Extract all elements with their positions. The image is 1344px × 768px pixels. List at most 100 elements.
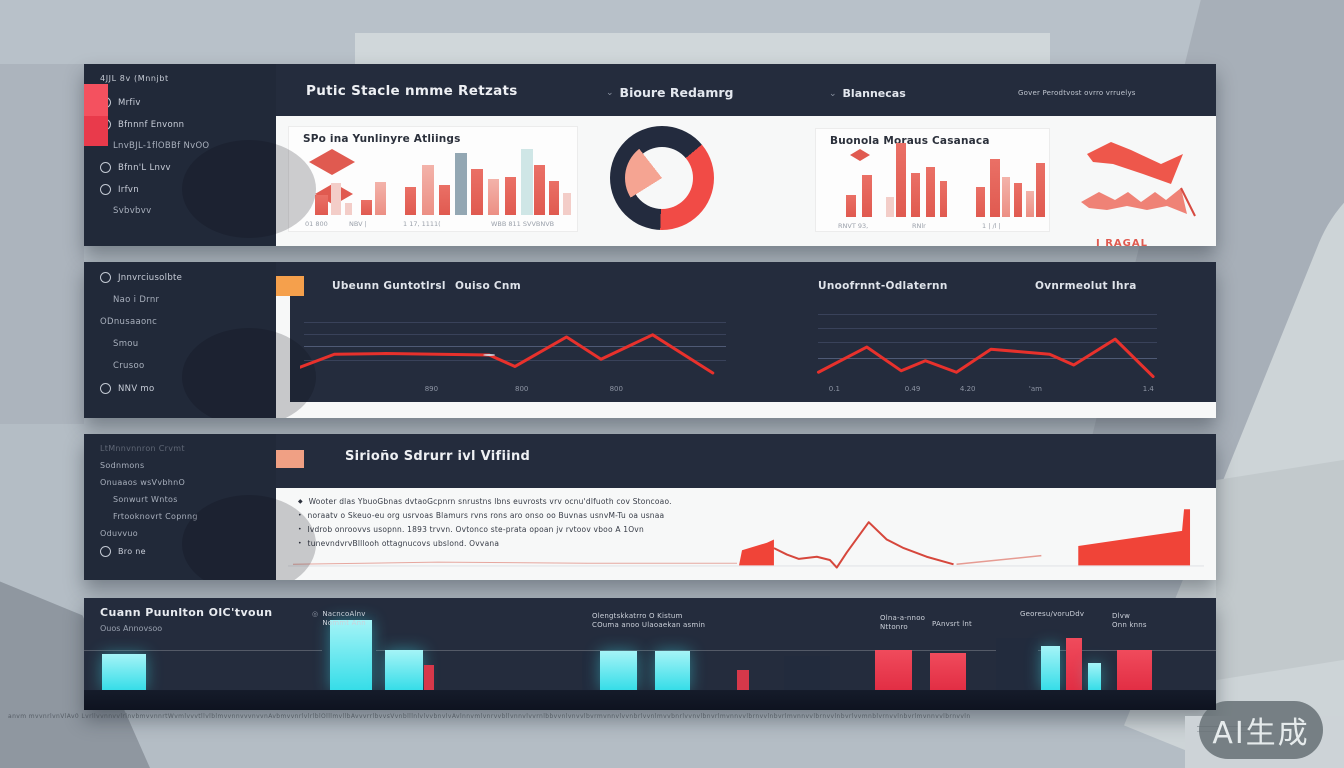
diamond-marker: [850, 149, 870, 161]
line-chart-right: 0.1 0.49 4.20 'am 1.4: [815, 300, 1160, 394]
bar-group-labels: ◎ NacncoAlnv Nommt Ann Olengtskkatrro O Ki…: [84, 598, 1216, 710]
panel-bottom-bars: Cuann Puunlton OlC'tvoun Ouos Annovsoo ◎…: [84, 598, 1216, 710]
trend-shapes-label: I RAGAL: [1096, 238, 1148, 246]
sidebar-item-label: LnvBJL-1flOBBf NvOO: [113, 141, 210, 151]
sidebar-item-label: Svbvbvv: [113, 206, 152, 216]
report-card: ◆ Wooter dlas YbuoGbnas dvtaoGcpnrn snrus…: [276, 488, 1216, 580]
bar-chart: [84, 598, 1216, 690]
tab-label: Blannecas: [842, 87, 906, 100]
sidebar-item[interactable]: Jnnvrciusolbte: [100, 272, 268, 283]
gridline: [818, 314, 1157, 315]
sidebar-header: 4JJL 8v (Mnnjbt: [100, 74, 169, 83]
sidebar-item-label: Sodnmons: [100, 461, 145, 470]
sidebar-item[interactable]: ODnusaaonc: [100, 317, 268, 327]
sidebar-item[interactable]: Bfnn'L Lnvv: [100, 162, 268, 173]
sidebar-item[interactable]: Smou: [100, 339, 268, 349]
bar: [521, 149, 533, 215]
circle-icon: [100, 184, 111, 195]
section-title: Sirioño Sdrurr ivl Vifiind: [345, 449, 531, 464]
x-axis-label: WBB 811 SVVBNVB: [491, 220, 555, 228]
white-edge: [276, 288, 290, 418]
sidebar-item[interactable]: Crusoo: [100, 361, 268, 371]
chart-title: Ouiso Cnm: [455, 280, 521, 292]
sidebar-item[interactable]: NNV mo: [100, 383, 268, 394]
sidebar-item[interactable]: Sodnmons: [100, 461, 268, 470]
sidebar-item[interactable]: Oduvvuo: [100, 529, 268, 538]
bar: [315, 195, 328, 215]
ai-watermark: AI生成: [1199, 701, 1323, 759]
bar: [862, 175, 872, 217]
tick-label: 800: [515, 385, 529, 393]
sidebar-item-label: Bfnn'L Lnvv: [118, 162, 171, 173]
chevron-down-icon: ⌄: [829, 88, 837, 99]
sidebar-2: Jnnvrciusolbte Nao i Drnr ODnusaaonc Smou Cr…: [84, 262, 316, 418]
tick-label: 'am: [1028, 385, 1042, 393]
sidebar-item[interactable]: Frtooknovrt Copnng: [100, 512, 268, 521]
chart-title: Buonola Moraus Casanaca: [830, 135, 990, 147]
chevron-down-icon: ⌄: [606, 87, 614, 98]
area-chart: [288, 492, 1204, 574]
bar-chart-card-2: Buonola Moraus Casanaca RNVT 93, RNlr 1 | …: [815, 128, 1050, 232]
bar: [976, 187, 985, 217]
bullet-text: lvdrob onroovvs usopnn. 1893 trvvn. Ovto…: [307, 525, 644, 534]
tab-blannecas[interactable]: ⌄ Blannecas: [829, 87, 906, 100]
area-series: [288, 509, 1204, 574]
gridline: [304, 346, 726, 347]
bar: [471, 169, 483, 215]
bullet-list: ◆ Wooter dlas YbuoGbnas dvtaoGcpnrn snrus…: [298, 497, 948, 553]
sidebar-item[interactable]: LtMnnvnnron Crvmt: [100, 444, 268, 453]
label-text: NacncoAlnv Nommt Ann: [322, 610, 366, 627]
axis-line: [84, 650, 1216, 651]
sidebar-item-label: Onuaaos wsVvbhnO: [100, 478, 186, 487]
bar-group-label: PAnvsrt lnt: [932, 620, 972, 629]
bar: [488, 179, 499, 215]
sidebar-item-label: LtMnnvnnron Crvmt: [100, 444, 185, 453]
bullet-item: • lvdrob onroovvs usopnn. 1893 trvvn. Ovt…: [298, 525, 948, 534]
sidebar-item[interactable]: Onuaaos wsVvbhnO: [100, 478, 268, 487]
bar: [911, 173, 920, 217]
circle-icon: [100, 546, 111, 557]
bar: [940, 181, 947, 217]
circle-icon: [100, 383, 111, 394]
bar: [102, 654, 146, 690]
bullet-icon: •: [298, 539, 302, 548]
label-text: Dlvw Onn knns: [1112, 612, 1147, 629]
bar-group-label: Olengtskkatrro O Kistum COuma anoo Ulaoa…: [592, 612, 705, 630]
background-shape: [0, 64, 84, 424]
sidebar-item[interactable]: Bro ne: [100, 546, 268, 557]
sidebar-item-label: Smou: [113, 339, 139, 349]
bullet-item: • noraatv o Skeuo-eu org usrvoas Blamurs …: [298, 511, 948, 520]
sidebar-item[interactable]: Svbvbvv: [100, 206, 268, 216]
sidebar-item[interactable]: Bfnnnf Envonn: [100, 119, 268, 130]
bullet-text: tunevndvrvBlllooh ottagnucovs ubslond. O…: [307, 539, 500, 548]
bar-chart: 01 800 NBV | 1 17, 1111(WBB 811 SVVBNVB: [299, 145, 571, 228]
chart-title: SPo ina Yunlinyre Atliings: [303, 133, 461, 145]
bar: [1066, 638, 1082, 690]
bar: [990, 159, 1000, 217]
chart-title: Ubeunn Guntotlrsl: [332, 280, 446, 292]
x-axis-label: 01 800: [305, 220, 328, 228]
tick-label: 1.4: [1142, 385, 1154, 393]
bullet-text: noraatv o Skeuo-eu org usrvoas Blamurs r…: [307, 511, 665, 520]
sidebar-item[interactable]: Nao i Drnr: [100, 295, 268, 305]
sidebar-item[interactable]: Sonwurt Wntos: [100, 495, 268, 504]
tab-bioure[interactable]: ⌄ Bioure Redamrg: [606, 85, 733, 100]
bar: [534, 165, 545, 215]
bar: [375, 182, 386, 215]
sidebar-item[interactable]: Irfvn: [100, 184, 268, 195]
sidebar-3: LtMnnvnnron Crvmt Sodnmons Onuaaos wsVvbhn…: [84, 434, 316, 580]
sidebar-item-label: Oduvvuo: [100, 529, 138, 538]
donut-chart: [610, 126, 714, 230]
gridline: [304, 334, 726, 335]
sidebar-item[interactable]: Mrfiv: [100, 97, 268, 108]
sidebar-item[interactable]: LnvBJL-1flOBBf NvOO: [100, 141, 268, 151]
label-text: Olna-a-nnoo Nttonro: [880, 614, 926, 631]
bar: [1041, 646, 1060, 690]
orange-accent-block: [276, 276, 304, 296]
bar: [330, 620, 372, 690]
bar: [846, 195, 856, 217]
ghost-bar: [996, 638, 1038, 690]
bar: [439, 185, 450, 215]
bar: [886, 197, 894, 217]
sidebar-1: 4JJL 8v (Mnnjbt Mrfiv Bfnnnf Envonn LnvBJL-…: [84, 64, 316, 246]
